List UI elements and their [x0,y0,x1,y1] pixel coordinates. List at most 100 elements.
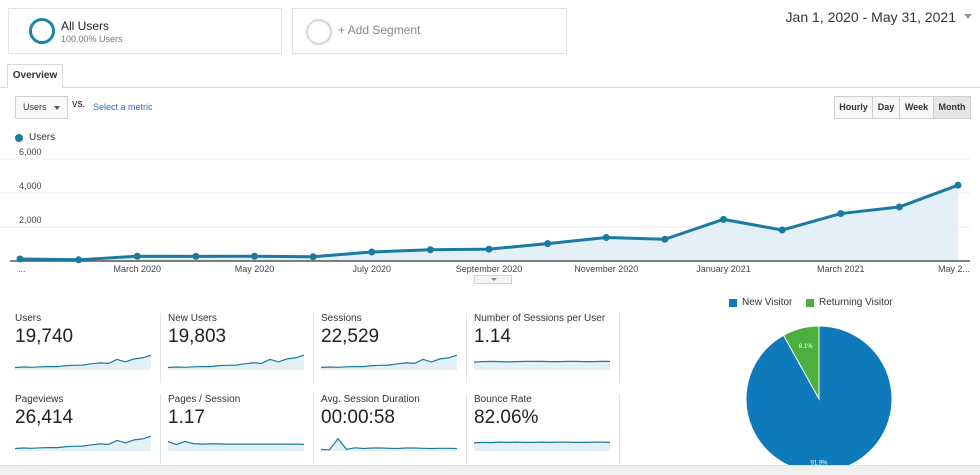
users-data-point[interactable] [837,210,845,218]
y-tick-label: 4,000 [19,181,42,191]
add-segment-label: + Add Segment [338,23,421,37]
users-data-point[interactable] [16,255,24,263]
granularity-month-button[interactable]: Month [933,96,971,119]
granularity-hourly-button[interactable]: Hourly [834,96,873,119]
metric-label: Bounce Rate [474,394,532,405]
y-tick-label: 6,000 [19,147,42,157]
metric-sparkline [474,360,610,370]
add-segment-button[interactable]: + Add Segment [292,8,567,54]
x-tick-label: May 2020 [235,264,275,274]
metric-sparkline [168,440,304,451]
tab-overview[interactable]: Overview [7,64,63,88]
users-data-point[interactable] [544,240,552,248]
metric-dropdown-label: Users [23,102,47,112]
metric-sparkline [15,435,151,451]
sparkline-fill [15,355,151,370]
metric-sparkline [474,441,610,451]
users-data-point[interactable] [192,252,200,260]
users-data-point[interactable] [778,226,786,234]
sparkline-line [474,441,610,444]
new-visitor-legend-label: New Visitor [742,297,793,308]
x-tick-label: November 2020 [574,264,638,274]
metric-label: Sessions [321,313,362,324]
x-tick-label: September 2020 [456,264,523,274]
metric-sparkline [15,354,151,370]
metric-value: 1.17 [168,407,205,428]
metric-label: Number of Sessions per User [474,313,606,324]
sparkline-fill [321,355,457,370]
x-tick-label: March 2020 [113,264,161,274]
users-data-point[interactable] [954,181,962,189]
users-area-fill [20,185,958,261]
x-tick-label: January 2021 [696,264,751,274]
metric-sparkline [321,354,457,370]
metric-card-sessions[interactable]: Sessions 22,529 [321,313,467,383]
sparkline-fill [474,361,610,370]
users-data-point[interactable] [661,235,669,243]
metric-value: 26,414 [15,407,74,428]
users-data-point[interactable] [602,234,610,242]
users-data-point[interactable] [720,215,727,223]
segment-all-users[interactable]: All Users 100.00% Users [8,8,282,54]
visitor-pie-chart: 8.1% 91.9% [745,325,893,473]
users-data-point[interactable] [251,252,258,260]
sparkline-line [15,435,151,450]
sparkline-fill [168,355,304,370]
metric-value: 82.06% [474,407,539,428]
metric-value: 00:00:58 [321,407,395,428]
users-data-point[interactable] [309,253,317,261]
select-metric-link[interactable]: Select a metric [93,102,153,112]
users-legend-marker [15,134,23,142]
chart-resize-handle[interactable] [474,275,512,284]
sparkline-fill [168,441,304,451]
metric-label: Avg. Session Duration [321,394,420,405]
metric-card-users[interactable]: Users 19,740 [15,313,161,383]
users-data-point[interactable] [485,245,493,253]
sparkline-line [168,354,304,369]
new-visitor-legend-swatch [729,299,737,307]
users-legend-label: Users [29,132,56,143]
users-data-point[interactable] [75,256,83,264]
metric-card-number-of-sessions-per-user[interactable]: Number of Sessions per User 1.14 [474,313,620,383]
granularity-day-button[interactable]: Day [872,96,900,119]
metric-card-pages-session[interactable]: Pages / Session 1.17 [168,394,314,464]
sparkline-fill [474,442,610,451]
sparkline-line [15,354,151,369]
x-tick-label: ... [18,264,26,274]
metric-card-pageviews[interactable]: Pageviews 26,414 [15,394,161,464]
metric-card-bounce-rate[interactable]: Bounce Rate 82.06% [474,394,620,464]
date-range-picker[interactable]: Jan 1, 2020 - May 31, 2021 [785,9,956,25]
x-tick-label: March 2021 [817,264,865,274]
users-data-point[interactable] [368,248,376,256]
users-data-point[interactable] [895,203,903,211]
metric-label: New Users [168,313,217,324]
pie-slice-new-visitor[interactable] [745,325,893,473]
granularity-week-button[interactable]: Week [899,96,934,119]
sparkline-fill [15,436,151,451]
metric-value: 19,803 [168,326,227,347]
pie-slice-label: 91.9% [810,461,828,467]
y-tick-label: 2,000 [19,215,42,225]
chevron-down-icon[interactable] [964,14,972,19]
sparkline-line [474,360,610,363]
users-data-point[interactable] [133,252,141,260]
tab-divider [0,87,980,88]
segment-subtitle: 100.00% Users [61,34,123,44]
vs-label: VS. [72,100,85,109]
metric-value: 1.14 [474,326,511,347]
segment-ring-icon [29,18,55,44]
metric-card-avg-session-duration[interactable]: Avg. Session Duration 00:00:58 [321,394,467,464]
chevron-down-icon [54,106,60,110]
metric-label: Pageviews [15,394,64,405]
metric-dropdown[interactable]: Users [15,96,68,119]
x-tick-label: July 2020 [352,264,391,274]
metric-label: Pages / Session [168,394,241,405]
metric-sparkline [168,354,304,370]
metric-value: 22,529 [321,326,380,347]
sparkline-line [321,437,457,451]
metric-label: Users [15,313,42,324]
metric-card-new-users[interactable]: New Users 19,803 [168,313,314,383]
add-segment-ring-icon [306,19,332,45]
users-data-point[interactable] [426,246,434,254]
users-line-chart: 2,000 4,000 6,000... March 2020 May 2020 July… [0,147,970,274]
